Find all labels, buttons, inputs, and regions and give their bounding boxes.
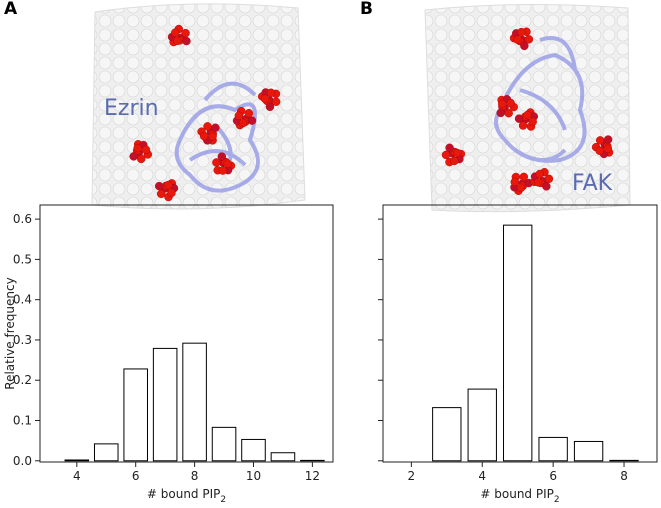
lipid-atom (211, 124, 219, 132)
lipid-atom (235, 112, 243, 120)
lipid-atom (200, 132, 208, 140)
lipid-atom (515, 115, 523, 123)
lipid-atom (442, 151, 450, 159)
x-tick-label: 4 (73, 469, 81, 483)
lipid-atom (248, 117, 256, 125)
lipid-atom (450, 157, 458, 165)
lipid-atom (157, 190, 165, 198)
lipid-atom (604, 145, 612, 153)
protein-label: FAK (572, 171, 613, 196)
bar (574, 441, 602, 460)
lipid-atom (167, 189, 175, 197)
y-axis-label: Relative frequency (3, 277, 17, 389)
lipid-atom (209, 133, 217, 141)
lipid-atom (182, 37, 190, 45)
x-tick-label: 6 (549, 469, 557, 483)
lipid-atom (155, 182, 163, 190)
x-axis-label-subscript: 2 (554, 495, 560, 504)
y-tick-label: 0.5 (13, 252, 32, 266)
lipid-atom (134, 144, 142, 152)
x-tick-label: 4 (478, 469, 486, 483)
x-tick-label: 6 (132, 469, 140, 483)
bar (212, 427, 236, 460)
bar (504, 225, 532, 461)
x-axis-label-text: # bound PIP (147, 487, 220, 501)
lipid-atom (173, 37, 181, 45)
lipid-atom (505, 109, 513, 117)
lipid-atom (261, 95, 269, 103)
lipid-atom (498, 100, 506, 108)
protein-label: Ezrin (104, 96, 159, 121)
panel-label: B (360, 0, 373, 19)
lipid-atom (142, 146, 150, 154)
x-tick-label: 12 (305, 469, 320, 483)
lipid-atom (267, 89, 275, 97)
lipid-atom (130, 152, 138, 160)
y-tick-label: 0.6 (13, 212, 32, 226)
y-tick-label: 0.0 (13, 454, 32, 468)
lipid-atom (596, 147, 604, 155)
lipid-atom (245, 109, 253, 117)
bar (271, 453, 295, 461)
lipid-atom (446, 144, 454, 152)
bar (468, 389, 496, 461)
x-tick-label: 10 (246, 469, 261, 483)
lipid-atom (137, 155, 145, 163)
x-tick-label: 8 (191, 469, 199, 483)
lipid-atom (219, 167, 227, 175)
lipid-atom (507, 99, 515, 107)
lipid-atom (511, 178, 519, 186)
lipid-atom (224, 160, 232, 168)
lipid-atom (182, 29, 190, 37)
lipid-atom (545, 175, 553, 183)
bar (94, 444, 118, 461)
lipid-atom (239, 119, 247, 127)
x-tick-label: 8 (620, 469, 628, 483)
lipid-atom (534, 178, 542, 186)
bar (65, 460, 89, 461)
bar (433, 408, 461, 461)
bar (539, 437, 567, 460)
lipid-atom (517, 28, 525, 36)
lipid-atom (520, 42, 528, 50)
lipid-atom (524, 111, 532, 119)
x-tick-label: 2 (408, 469, 416, 483)
bar (183, 343, 207, 461)
lipid-atom (519, 122, 527, 130)
x-axis-label: # bound PIP2 (147, 487, 226, 504)
lipid-atom (204, 122, 212, 130)
y-tick-label: 0.1 (13, 414, 32, 428)
x-axis-label-text: # bound PIP (480, 487, 553, 501)
x-axis-label-subscript: 2 (220, 495, 226, 504)
lipid-atom (164, 181, 172, 189)
lipid-atom (596, 136, 604, 144)
lipid-atom (497, 109, 505, 117)
lipid-atom (604, 136, 612, 144)
bar (153, 348, 177, 460)
lipid-atom (529, 118, 537, 126)
x-axis-label: # bound PIP2 (480, 487, 559, 504)
lipid-atom (266, 103, 274, 111)
lipid-atom (453, 149, 461, 157)
lipid-atom (542, 182, 550, 190)
lipid-atom (514, 36, 522, 44)
bar (124, 369, 148, 461)
bar (242, 439, 266, 460)
lipid-atom (171, 29, 179, 37)
panel-label: A (4, 0, 18, 19)
lipid-atom (218, 153, 226, 161)
lipid-atom (517, 184, 525, 192)
lipid-atom (536, 170, 544, 178)
